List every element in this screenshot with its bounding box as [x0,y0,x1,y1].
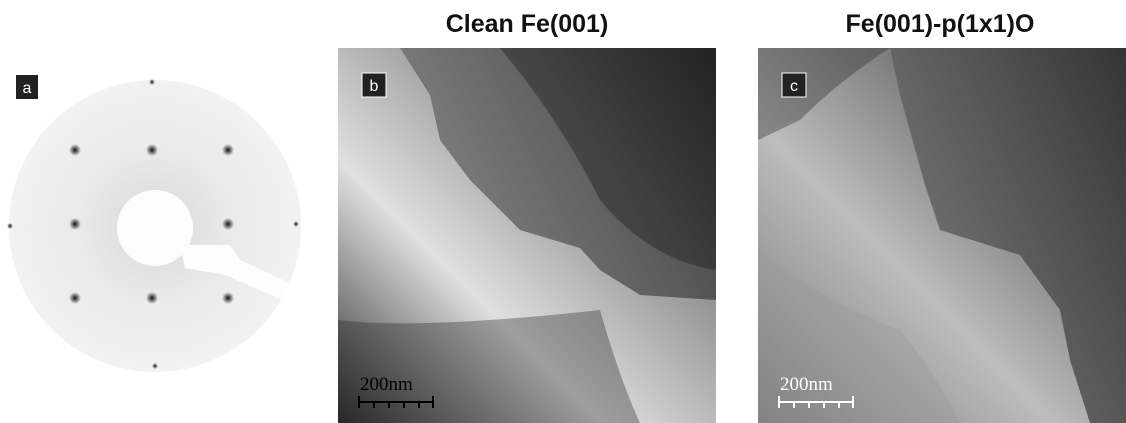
leed-panel: a [7,75,301,372]
page: {"panels": [ {"label": "a"}, {"label": "… [0,0,1126,423]
panel-title: Clean Fe(001) [446,10,609,38]
stm-panel-b: Clean Fe(001) b 200nm [338,10,716,423]
panel-title: Fe(001)-p(1x1)O [846,10,1035,38]
beam-center [117,190,193,266]
panel-label: c [790,78,798,95]
stm-panel-c: Fe(001)-p(1x1)O c 200nm [758,10,1126,423]
figure: a Clean Fe(001) b 200nm Fe(001)-p(1x1)O … [0,0,1126,423]
scale-bar-label: 200nm [780,374,833,395]
scale-bar-label: 200nm [360,374,413,395]
panel-label: a [23,80,32,97]
panel-label: b [370,78,379,95]
terrace [338,310,640,423]
